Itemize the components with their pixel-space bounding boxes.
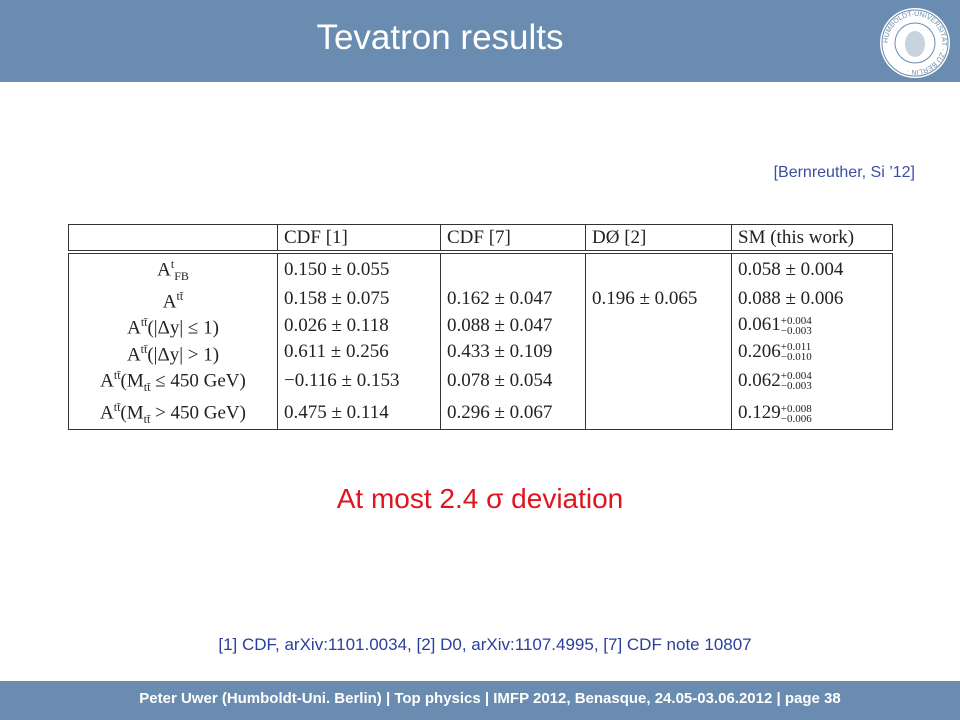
value-cell: 0.026 ± 0.118 <box>277 312 441 339</box>
label-text: (|Δy| > 1) <box>147 344 220 366</box>
asym-error: +0.008 −0.006 <box>780 402 812 425</box>
row-label: Att̄(|Δy| ≤ 1) <box>68 312 278 339</box>
row-label: AtFB <box>68 252 278 287</box>
central-value: 0.061 <box>738 314 781 336</box>
table-row: AtFB 0.150 ± 0.055 0.058 ± 0.004 <box>68 252 893 287</box>
error-plus: +0.004 <box>780 370 812 383</box>
citation: [Bernreuther, Si ’12] <box>773 164 915 181</box>
label-sup: t <box>170 257 175 271</box>
header-bar <box>0 0 960 82</box>
label-sub: tt̄ <box>143 380 151 395</box>
error-plus: +0.008 <box>780 402 812 415</box>
error-minus: −0.003 <box>780 324 812 337</box>
row-label: Att̄(|Δy| > 1) <box>68 338 278 366</box>
university-logo: HUMBOLDT-UNIVERSITÄT · ZU BERLIN · <box>880 8 950 78</box>
footer-bar <box>0 681 960 720</box>
row-label: Att̄(Mtt̄ > 450 GeV) <box>68 397 278 430</box>
row-label: Att̄ <box>68 286 278 313</box>
empty-cell <box>585 397 732 430</box>
results-table: CDF [1] CDF [7] DØ [2] SM (this work) AtFB 0.… <box>68 224 893 431</box>
label-text: ≤ 450 GeV) <box>150 370 246 392</box>
asym-error: +0.004 −0.003 <box>780 314 812 337</box>
label-text: A <box>162 291 177 313</box>
error-plus: +0.011 <box>780 341 812 354</box>
label-text: A <box>100 370 114 392</box>
label-sup: tt̄ <box>176 289 184 304</box>
error-minus: −0.003 <box>780 380 812 393</box>
label-sup: tt̄ <box>140 341 148 356</box>
empty-cell <box>585 312 732 339</box>
value-cell: 0.088 ± 0.006 <box>731 286 893 313</box>
empty-cell <box>585 365 732 398</box>
central-value: 0.206 <box>738 340 781 362</box>
empty-cell <box>440 252 586 287</box>
value-cell: 0.162 ± 0.047 <box>440 286 586 313</box>
slide-title: Tevatron results <box>316 18 564 57</box>
label-sub: FB <box>174 269 189 284</box>
label-sup: tt̄ <box>140 315 148 330</box>
value-cell: 0.129 +0.008 −0.006 <box>731 397 893 430</box>
column-header: CDF [7] <box>440 224 586 254</box>
table-row: Att̄(Mtt̄ ≤ 450 GeV) −0.116 ± 0.153 0.078 … <box>68 365 893 398</box>
central-value: 0.062 <box>738 369 781 391</box>
corner-cell <box>68 224 278 254</box>
label-sub: tt̄ <box>143 412 151 427</box>
error-minus: −0.006 <box>780 412 812 425</box>
table-row: Att̄(Mtt̄ > 450 GeV) 0.475 ± 0.114 0.296 ±… <box>68 397 893 430</box>
row-label: Att̄(Mtt̄ ≤ 450 GeV) <box>68 365 278 398</box>
value-cell: 0.088 ± 0.047 <box>440 312 586 339</box>
label-text: (M <box>120 370 144 392</box>
value-cell: 0.058 ± 0.004 <box>731 252 893 287</box>
value-cell: 0.611 ± 0.256 <box>277 338 441 366</box>
value-cell: 0.433 ± 0.109 <box>440 338 586 366</box>
error-plus: +0.004 <box>780 314 812 327</box>
table-row: Att̄ 0.158 ± 0.075 0.162 ± 0.047 0.196 ± 0.… <box>68 286 893 313</box>
empty-cell <box>585 338 732 366</box>
label-text: > 450 GeV) <box>150 402 246 424</box>
label-sup: tt̄ <box>113 400 121 415</box>
asym-error: +0.011 −0.010 <box>780 341 812 364</box>
value-cell: 0.206 +0.011 −0.010 <box>731 338 893 366</box>
asym-error: +0.004 −0.003 <box>780 370 812 393</box>
label-text: A <box>127 317 141 339</box>
value-cell: 0.061 +0.004 −0.003 <box>731 312 893 339</box>
table-row: Att̄(|Δy| > 1) 0.611 ± 0.256 0.433 ± 0.109… <box>68 338 893 366</box>
error-minus: −0.010 <box>780 351 812 364</box>
column-header: SM (this work) <box>731 224 893 254</box>
footer: Peter Uwer (Humboldt-Uni. Berlin) | Top … <box>139 690 841 707</box>
value-cell: 0.078 ± 0.054 <box>440 365 586 398</box>
label-text: A <box>100 402 114 424</box>
label-text: A <box>126 344 141 366</box>
central-value: 0.129 <box>738 401 781 423</box>
references: [1] CDF, arXiv:1101.0034, [2] D0, arXiv:… <box>218 635 752 654</box>
label-text: (M <box>120 402 144 424</box>
value-cell: 0.150 ± 0.055 <box>277 252 441 287</box>
label-text: A <box>157 259 171 281</box>
empty-cell <box>585 252 732 287</box>
label-sup: tt̄ <box>113 368 121 383</box>
value-cell: 0.475 ± 0.114 <box>277 397 441 430</box>
label-text: (|Δy| ≤ 1) <box>147 317 219 339</box>
value-cell: 0.196 ± 0.065 <box>585 286 732 313</box>
column-header: CDF [1] <box>277 224 441 254</box>
value-cell: 0.158 ± 0.075 <box>277 286 441 313</box>
column-header: DØ [2] <box>585 224 732 254</box>
value-cell: 0.296 ± 0.067 <box>440 397 586 430</box>
table-row: Att̄(|Δy| ≤ 1) 0.026 ± 0.118 0.088 ± 0.047… <box>68 312 893 339</box>
value-cell: 0.062 +0.004 −0.003 <box>731 365 893 398</box>
statement: At most 2.4 σ deviation <box>336 483 624 514</box>
value-cell: −0.116 ± 0.153 <box>277 365 441 398</box>
